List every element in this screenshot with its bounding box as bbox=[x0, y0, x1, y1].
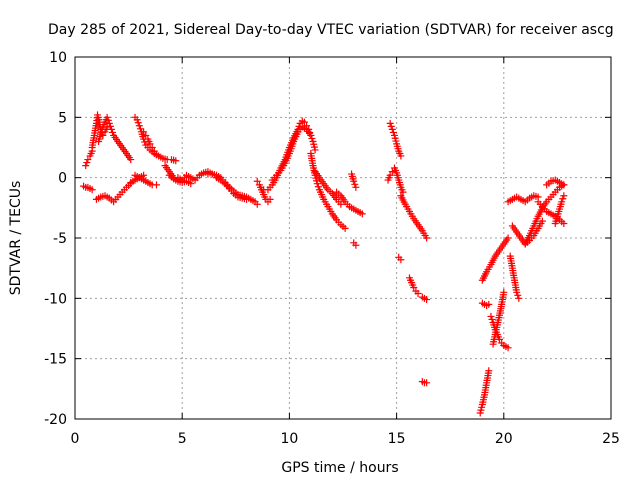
data-point bbox=[397, 152, 405, 160]
data-point bbox=[311, 146, 319, 154]
data-point bbox=[558, 198, 566, 206]
data-point bbox=[107, 125, 115, 133]
data-point bbox=[146, 140, 154, 148]
data-point bbox=[136, 125, 144, 133]
x-tick-label: 20 bbox=[495, 431, 513, 447]
data-point bbox=[313, 180, 321, 188]
data-point bbox=[187, 180, 195, 188]
data-point bbox=[560, 220, 568, 228]
data-point bbox=[82, 162, 90, 170]
data-point bbox=[386, 171, 394, 179]
data-point bbox=[103, 113, 111, 121]
x-tick-label: 5 bbox=[178, 431, 187, 447]
data-point bbox=[513, 288, 521, 296]
data-point bbox=[152, 151, 160, 159]
data-point bbox=[559, 195, 567, 203]
data-point bbox=[423, 234, 431, 242]
data-point bbox=[253, 200, 261, 208]
data-point bbox=[350, 177, 358, 185]
data-point bbox=[397, 256, 405, 264]
data-point bbox=[352, 241, 360, 249]
data-point bbox=[141, 138, 149, 146]
data-point bbox=[515, 294, 523, 302]
y-tick-label: -10 bbox=[44, 291, 67, 307]
data-point bbox=[358, 210, 366, 218]
data-point bbox=[88, 186, 96, 194]
data-point bbox=[387, 122, 395, 130]
x-tick-label: 15 bbox=[388, 431, 406, 447]
data-point bbox=[300, 118, 308, 126]
data-point bbox=[388, 125, 396, 133]
data-point bbox=[106, 122, 114, 130]
data-points bbox=[80, 111, 568, 417]
data-point bbox=[134, 119, 142, 127]
data-point bbox=[307, 131, 315, 139]
x-tick-label: 25 bbox=[602, 431, 620, 447]
data-point bbox=[150, 147, 158, 155]
data-point bbox=[140, 128, 148, 136]
data-point bbox=[148, 144, 156, 151]
data-point bbox=[337, 200, 345, 208]
data-point bbox=[308, 134, 316, 142]
data-point bbox=[135, 122, 143, 130]
data-point bbox=[399, 188, 407, 196]
data-point bbox=[389, 128, 397, 136]
data-point bbox=[152, 181, 160, 189]
data-point bbox=[423, 379, 431, 387]
data-point bbox=[84, 156, 92, 164]
data-point bbox=[109, 128, 117, 136]
data-point bbox=[538, 217, 546, 225]
data-point bbox=[314, 183, 322, 191]
data-point bbox=[560, 192, 568, 200]
data-point bbox=[253, 177, 261, 185]
data-point bbox=[351, 180, 359, 188]
x-tick-label: 10 bbox=[280, 431, 298, 447]
data-point bbox=[142, 131, 150, 139]
data-point bbox=[341, 224, 349, 232]
data-point bbox=[488, 315, 496, 323]
x-tick-label: 0 bbox=[71, 431, 80, 447]
data-point bbox=[243, 195, 251, 203]
y-axis-title: SDTVAR / TECUs bbox=[8, 181, 24, 296]
data-point bbox=[514, 291, 522, 299]
chart-title: Day 285 of 2021, Sidereal Day-to-day VTE… bbox=[48, 22, 614, 38]
data-point bbox=[133, 116, 141, 124]
data-point bbox=[352, 183, 360, 191]
data-point bbox=[386, 119, 394, 127]
y-tick-label: 10 bbox=[49, 50, 67, 66]
y-tick-label: -5 bbox=[53, 231, 67, 247]
data-point bbox=[423, 296, 431, 304]
y-tick-label: 5 bbox=[58, 110, 67, 126]
data-point bbox=[485, 367, 493, 375]
data-point bbox=[500, 288, 508, 296]
data-point bbox=[83, 159, 91, 167]
axis-ticks: 0 5 10 15 20 25 -20 -15 -10 -5 0 5 10 bbox=[44, 50, 620, 447]
data-point bbox=[266, 195, 274, 203]
data-point bbox=[104, 116, 112, 124]
data-point bbox=[410, 283, 418, 291]
data-point bbox=[485, 300, 493, 308]
data-point bbox=[560, 181, 568, 189]
x-axis-title: GPS time / hours bbox=[281, 460, 398, 476]
y-tick-label: -20 bbox=[44, 412, 67, 428]
data-point bbox=[105, 119, 113, 127]
y-tick-label: 0 bbox=[58, 171, 67, 187]
data-point bbox=[414, 290, 422, 298]
data-point bbox=[295, 122, 303, 130]
data-point bbox=[487, 312, 495, 320]
y-tick-label: -15 bbox=[44, 352, 67, 368]
data-point bbox=[127, 156, 135, 164]
data-point bbox=[504, 344, 512, 352]
data-point bbox=[388, 168, 396, 176]
data-point bbox=[504, 234, 512, 242]
data-point bbox=[172, 157, 180, 165]
